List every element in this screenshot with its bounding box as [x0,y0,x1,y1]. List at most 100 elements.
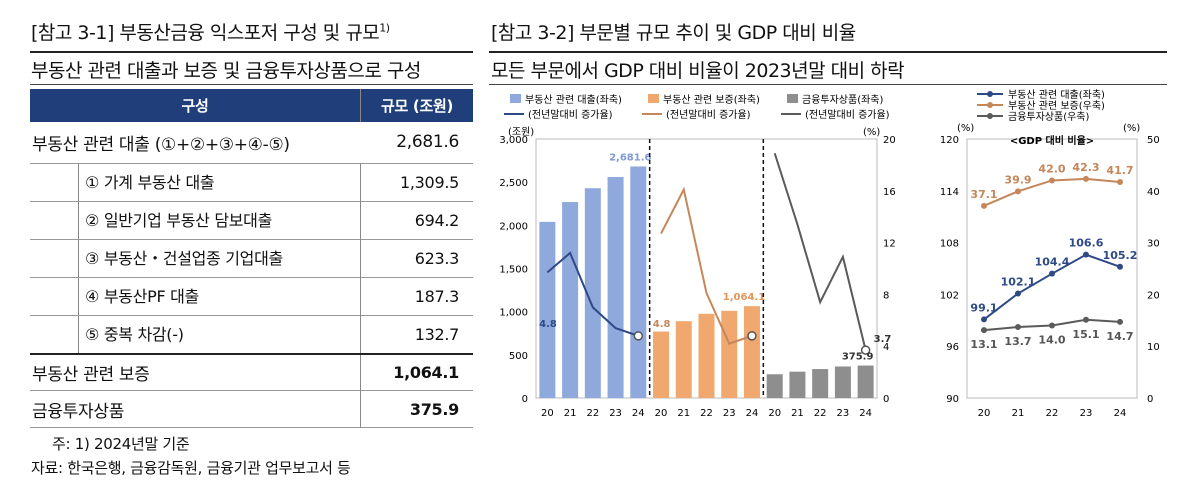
bar [789,371,806,398]
growth-end-marker [860,345,871,355]
x-tick-label: 20 [768,408,781,419]
growth-line [773,152,867,351]
growth-end-marker [633,331,644,341]
ratio-point [1117,178,1123,185]
ratio-point [1117,263,1123,270]
x-tick-label: 20 [978,408,991,419]
y-tick-label: 2,000 [499,221,528,232]
row-value: 132.7 [360,315,473,354]
row-label: 금융투자상품 [32,401,125,422]
y-tick-label: 2,500 [499,178,528,189]
legend-label: 부동산 관련 대출(좌축) [1008,89,1105,101]
row-label: 부동산 관련 대출 (①+②+③+④-⑤) [32,134,290,155]
table-row: ⑤ 중복 차감(-) 132.7 [30,315,473,354]
ratio-value-label: 14.0 [1038,333,1065,346]
ratio-value-label: 14.7 [1106,330,1133,343]
row-value: 375.9 [360,390,473,428]
bar [539,221,556,398]
bar [834,366,851,398]
x-tick-label: 23 [1080,408,1093,419]
legend-swatch [787,94,798,103]
y2-tick-label: 12 [883,239,896,250]
y2-tick-label: 0 [883,394,889,405]
x-tick-label: 21 [677,408,690,419]
row-label-text: ③ 부동산・건설업종 기업대출 [78,239,283,277]
ratio-point [1083,251,1089,258]
bar-value-label: 1,064.1 [723,292,765,303]
x-tick-label: 20 [655,408,668,419]
left-title-text: [참고 3-1] 부동산금융 익스포저 구성 및 규모 [31,22,380,44]
right-title-rule [489,51,1167,53]
y2-tick-label: 8 [883,290,889,301]
bar [653,331,670,398]
y-tick-label: 96 [946,342,959,353]
gdp-ratio-chart: 90 96 102 108 114 120 0 10 20 30 40 50 (%) (%) <GDP 대비… [940,89,1160,419]
y2-tick-label: 20 [1147,290,1160,301]
ratio-value-label: 13.7 [1004,335,1031,348]
right-subtitle: 모든 부문에서 GDP 대비 비율이 2023년말 대비 하락 [491,60,905,82]
row-value: 1,064.1 [360,353,473,391]
row-label: ② 일반기업 부동산 담보대출 [30,201,361,239]
ratio-point [1049,322,1055,329]
right-title: [참고 3-2] 부문별 규모 추이 및 GDP 대비 비율 [491,22,856,44]
ratio-value-label: 42.3 [1072,161,1099,174]
growth-value-label: 4.8 [539,319,557,330]
y2-tick-label: 10 [1147,342,1160,353]
x-tick-label: 20 [541,408,554,419]
legend-label: (전년말대비 증가율) [805,109,890,121]
x-tick-label: 22 [700,408,713,419]
bar [743,306,760,398]
y-tick-label: 102 [940,290,959,301]
row-label: ① 가계 부동산 대출 [30,163,361,201]
ratio-point [1083,175,1089,182]
ratio-value-label: 41.7 [1106,164,1133,177]
bar [721,310,738,398]
row-label-text: ⑤ 중복 차감(-) [78,315,184,353]
y-tick-label: 500 [509,351,528,362]
ratio-value-label: 13.1 [970,338,997,351]
footnote: 주: 1) 2024년말 기준 [52,435,190,453]
legend-label: 부동산 관련 대출(좌축) [525,94,622,106]
ratio-point [981,202,987,209]
ratio-value-label: 37.1 [970,188,997,201]
ratio-value-label: 39.9 [1004,173,1031,186]
x-tick-label: 21 [564,408,577,419]
row-label: ⑤ 중복 차감(-) [30,315,361,354]
ratio-value-label: 105.2 [1103,249,1138,262]
growth-line [660,186,753,345]
table-row: ③ 부동산・건설업종 기업대출 623.3 [30,239,473,277]
growth-line [546,251,639,337]
ratio-value-label: 99.1 [970,301,997,314]
left-title: [참고 3-1] 부동산금융 익스포저 구성 및 규모1) [31,18,390,45]
table-header-row: 구성 규모 (조원) [30,89,473,122]
row-value: 187.3 [360,277,473,315]
y2-tick-label: 4 [883,342,889,353]
ratio-value-label: 106.6 [1069,237,1104,250]
bar-value-label: 375.9 [842,352,874,363]
bar [607,176,624,398]
legend-label: 금융투자상품(우축) [1008,111,1090,123]
y2-unit-label: (%) [1123,123,1140,134]
y-tick-label: 108 [940,239,959,250]
ratio-point [1117,318,1123,325]
row-label: ③ 부동산・건설업종 기업대출 [30,239,361,277]
x-tick-label: 21 [1012,408,1025,419]
ratio-value-label: 15.1 [1072,328,1099,341]
y2-tick-label: 0 [1147,394,1153,405]
x-tick-label: 24 [746,408,759,419]
bar-value-label: 2,681.6 [609,152,651,163]
row-value: 694.2 [360,201,473,239]
ratio-point [1015,290,1021,297]
table-row: ④ 부동산PF 대출 187.3 [30,277,473,315]
table-header-size: 규모 (조원) [360,89,473,122]
chart-inner-title: <GDP 대비 비율> [1010,134,1094,147]
left-subtitle-rule [30,84,473,85]
left-title-footnote: 1) [379,21,390,35]
legend-swatch [510,94,521,103]
y-tick-label: 90 [946,394,959,405]
y2-tick-label: 40 [1147,187,1160,198]
table-row: 부동산 관련 대출 (①+②+③+④-⑤) 2,681.6 [30,122,473,163]
y2-tick-label: 30 [1147,239,1160,250]
y-tick-label: 1,000 [499,308,528,319]
x-tick-label: 24 [859,408,872,419]
